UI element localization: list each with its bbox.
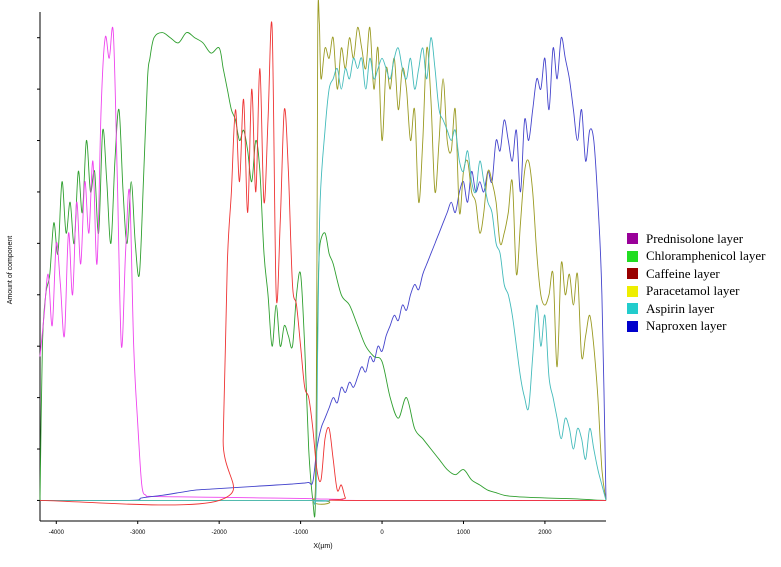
x-ticks: -4000 -3000 -2000 -1000 0 1000 2000	[49, 521, 552, 536]
x-tick-label: -2000	[211, 530, 227, 536]
legend-label: Aspirin layer	[646, 300, 715, 316]
x-tick-label: -4000	[49, 530, 65, 536]
y-ticks	[37, 37, 40, 501]
x-tick-label: 0	[380, 530, 384, 536]
series-line-aspirin-layer	[40, 37, 607, 505]
series-line-chloramphenicol-layer	[39, 32, 607, 518]
series-line-prednisolone-layer	[39, 26, 607, 501]
legend-swatch	[627, 250, 638, 262]
series-lines	[39, 0, 607, 518]
legend-swatch	[627, 303, 638, 315]
legend-swatch	[627, 285, 638, 297]
legend-label: Caffeine layer	[646, 265, 720, 281]
x-tick-label: -1000	[293, 530, 309, 536]
legend-item: Caffeine layer	[627, 265, 766, 283]
legend: Prednisolone layer Chloramphenicol layer…	[627, 230, 766, 335]
x-axis-label: X(µm)	[313, 543, 332, 550]
legend-item: Naproxen layer	[627, 318, 766, 336]
y-axis-label: Amount of component	[7, 236, 14, 305]
legend-label: Paracetamol layer	[646, 283, 740, 299]
legend-swatch	[627, 233, 638, 245]
legend-item: Paracetamol layer	[627, 283, 766, 301]
series-line-caffeine-layer	[39, 21, 607, 506]
legend-swatch	[627, 320, 638, 332]
legend-item: Aspirin layer	[627, 300, 766, 318]
x-tick-label: 1000	[457, 530, 471, 536]
legend-label: Prednisolone layer	[646, 230, 744, 246]
x-tick-label: 2000	[538, 530, 552, 536]
x-tick-label: -3000	[130, 530, 146, 536]
series-line-paracetamol-layer	[40, 0, 607, 505]
legend-item: Prednisolone layer	[627, 230, 766, 248]
legend-label: Naproxen layer	[646, 318, 727, 334]
legend-swatch	[627, 268, 638, 280]
series-line-naproxen-layer	[39, 36, 607, 502]
legend-item: Chloramphenicol layer	[627, 248, 766, 266]
legend-label: Chloramphenicol layer	[646, 248, 766, 264]
